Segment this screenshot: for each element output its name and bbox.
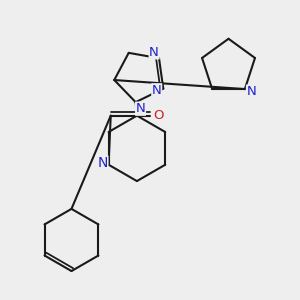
Text: N: N <box>247 85 256 98</box>
Text: O: O <box>153 109 164 122</box>
Text: N: N <box>149 46 159 59</box>
Text: N: N <box>98 156 108 170</box>
Text: N: N <box>152 84 162 97</box>
Text: N: N <box>136 102 146 115</box>
